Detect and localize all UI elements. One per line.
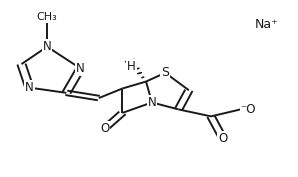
Text: H: H <box>127 60 136 73</box>
Text: Na⁺: Na⁺ <box>255 18 279 31</box>
Text: N: N <box>76 62 85 75</box>
Text: ⁻O: ⁻O <box>240 103 256 116</box>
Text: N: N <box>43 40 52 53</box>
Text: CH₃: CH₃ <box>37 12 58 22</box>
Text: N: N <box>148 96 156 109</box>
Text: S: S <box>161 66 169 79</box>
Text: O: O <box>100 122 109 135</box>
Text: O: O <box>218 132 227 145</box>
Text: N: N <box>25 81 34 94</box>
